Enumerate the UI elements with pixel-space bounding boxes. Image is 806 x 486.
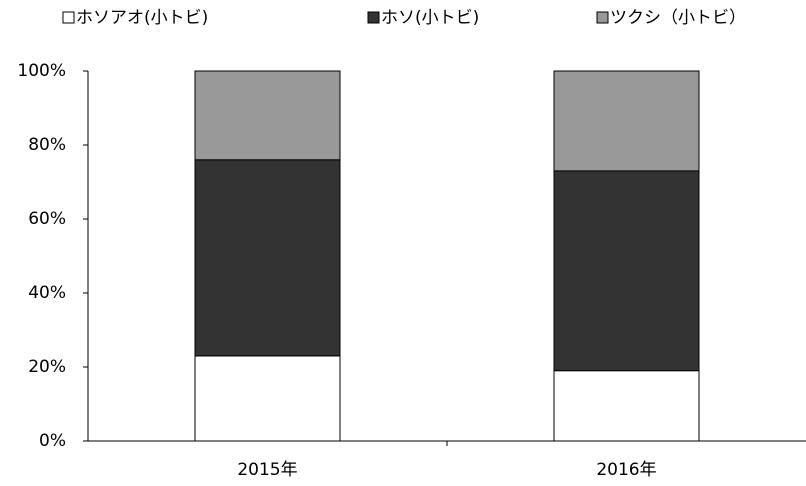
bar-segment [194, 355, 341, 442]
legend-label: ツクシ（小トビ） [610, 8, 746, 28]
y-tick-label: 100% [17, 61, 66, 81]
legend-label: ホソアオ(小トビ) [76, 8, 208, 28]
legend-label: ホソ(小トビ) [381, 8, 479, 28]
bar-segment [553, 170, 700, 372]
legend-swatch [367, 11, 380, 24]
legend-swatch [62, 11, 75, 24]
y-tick-label: 80% [28, 135, 66, 155]
y-tick-label: 40% [28, 283, 66, 303]
bar-segment [553, 70, 700, 172]
x-tick-label: 2016年 [596, 460, 656, 480]
x-tick-label: 2015年 [237, 460, 297, 480]
bar-segment [553, 370, 700, 442]
y-tick-label: 60% [28, 209, 66, 229]
bar-segment [194, 70, 341, 161]
bar-segment [194, 159, 341, 357]
y-tick-label: 20% [28, 357, 66, 377]
y-tick-label: 0% [39, 431, 66, 451]
legend-swatch [596, 11, 609, 24]
